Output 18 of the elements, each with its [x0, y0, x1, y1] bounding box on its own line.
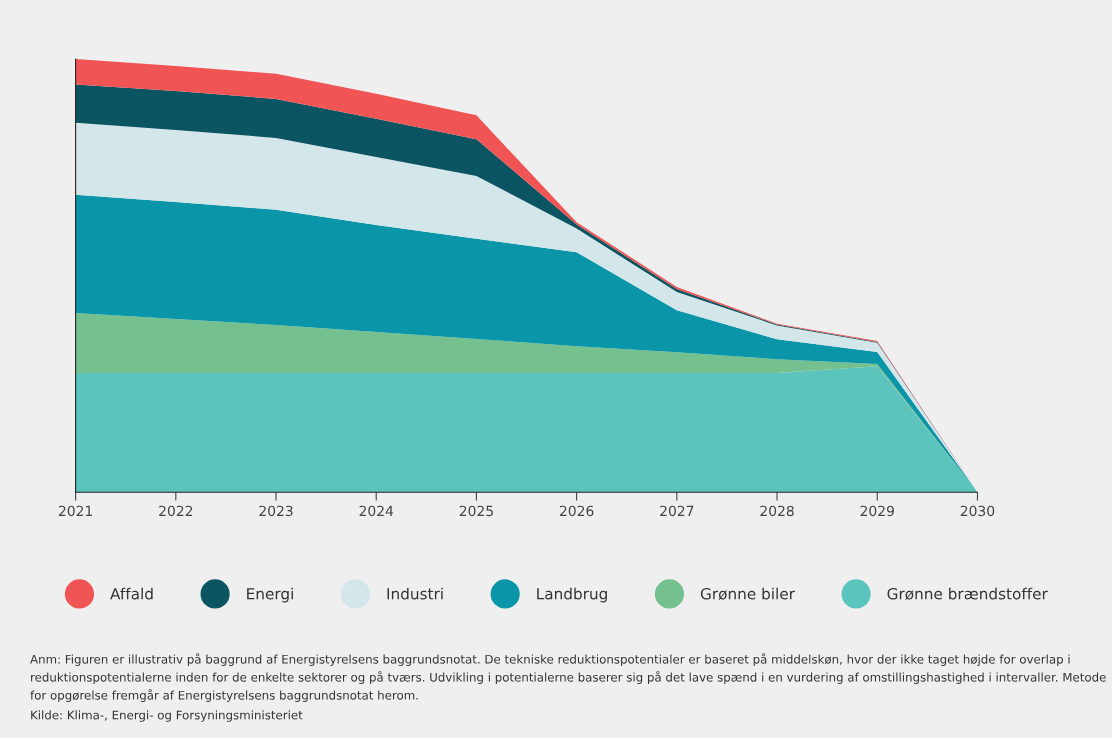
text: Kilde: Klima-, Energi- og Forsyningsministeriet: [31, 710, 303, 722]
legend-label: Industri: [387, 587, 443, 600]
x-tick-label: 2025: [459, 505, 493, 517]
legend-label: Grønne brændstoffer: [887, 587, 1048, 600]
x-tick-label: 2027: [660, 505, 694, 517]
text: Anm: Figuren er illustrativ på baggrund af Energistyrelsens baggrundsnotat. De tekniske reduktionspotentialer er baseret på middelskøn, hvor der ikke taget højde for overlap i reduktionspotentialerne inden for de enkelte sektorer og på tværs. Udvikling i potentialerne baserer sig på det lave spænd i en vurdering af omstillingshastighed i intervaller. Metode for opgørelse fremgår af Energistyrelsens baggrundsnotat herom.: [30, 653, 1106, 702]
x-tick-label: 2026: [559, 505, 594, 517]
x-tick-label: 2023: [259, 505, 293, 517]
x-tick-label: 2030: [960, 505, 995, 517]
x-tick-label: 2021: [58, 505, 93, 517]
x-tick-label: 2029: [860, 505, 894, 517]
x-tick-label: 2028: [760, 505, 794, 517]
legend-label: Energi: [247, 587, 293, 603]
x-tick-label: 2024: [359, 505, 394, 517]
legend-label: Affald: [110, 587, 153, 600]
x-tick-label: 2022: [159, 505, 193, 517]
legend-label: Landbrug: [537, 587, 607, 603]
legend-label: Grønne biler: [700, 587, 795, 600]
